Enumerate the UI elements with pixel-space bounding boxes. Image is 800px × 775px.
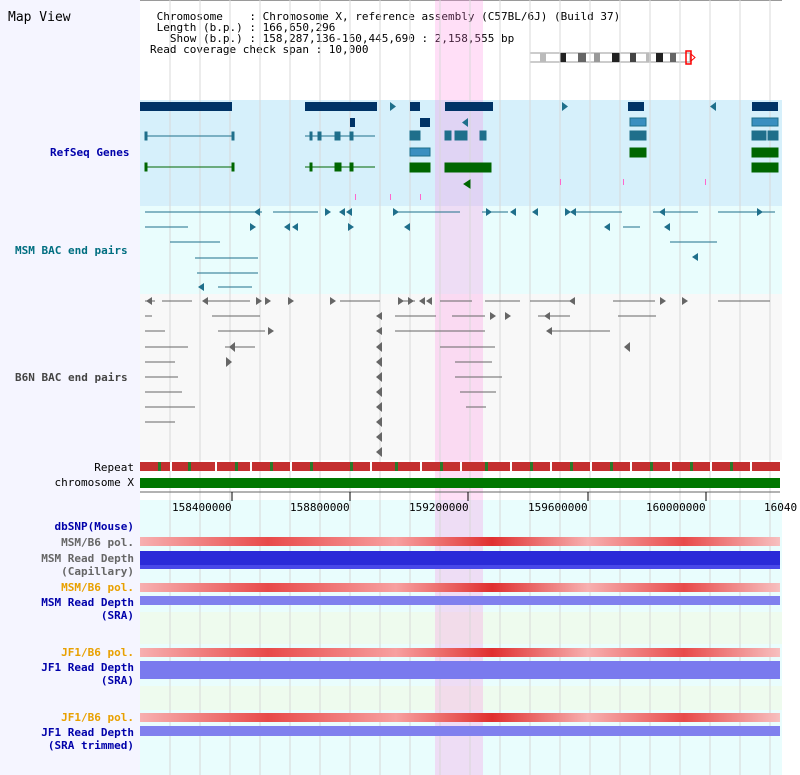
show-range-line: Show (b.p.) : 158,287,136-160,445,690 : … <box>150 32 515 45</box>
msm-b6-pol-label: MSM/B6 pol. <box>61 536 134 549</box>
jf1-b6-pol-label: JF1/B6 pol. <box>61 646 134 659</box>
repeat-label: Repeat <box>94 461 134 474</box>
jf1-read-depth-trimmed-label: JF1 Read Depth <box>41 726 134 739</box>
msm-b6-pol-label-2: MSM/B6 pol. <box>61 581 134 594</box>
refseq-genes-label[interactable]: RefSeq Genes <box>50 146 130 159</box>
tick-label: 158800000 <box>290 501 350 514</box>
dbsnp-label[interactable]: dbSNP(Mouse) <box>54 520 134 533</box>
sra-gap-band <box>140 612 782 644</box>
tick-label: 159600000 <box>528 501 588 514</box>
repeat-and-chromosome-track[interactable] <box>140 462 782 490</box>
msm-read-depth-capillary-label: MSM Read Depth <box>41 552 134 565</box>
jf1-sra-sublabel: (SRA) <box>100 674 134 687</box>
sra-gap-band-2 <box>140 686 782 710</box>
msm-bac-track[interactable] <box>140 206 782 294</box>
page-title: Map View <box>8 10 71 25</box>
read-coverage-line: Read coverage check span : 10,000 <box>150 43 369 56</box>
selected-region-highlight[interactable] <box>435 0 483 775</box>
msm-read-depth-sra-label: MSM Read Depth <box>41 596 134 609</box>
capillary-sublabel: (Capillary) <box>61 565 134 578</box>
tick-label: 159200000 <box>409 501 469 514</box>
msm-bac-band <box>140 206 782 294</box>
tick-label: 16040 <box>764 501 798 514</box>
refseq-genes-track[interactable] <box>140 100 782 206</box>
msm-bac-label[interactable]: MSM BAC end pairs <box>15 244 128 257</box>
sra-sublabel: (SRA) <box>100 609 134 622</box>
chromosome-line: Chromosome : Chromosome X, reference ass… <box>150 10 621 23</box>
chromosome-label: chromosome X <box>54 476 134 489</box>
right-margin <box>782 0 800 775</box>
polymorphism-depth-tracks[interactable] <box>140 536 782 766</box>
length-line: Length (b.p.) : 166,650,296 <box>150 21 336 34</box>
chromosome-info: Chromosome : Chromosome X, reference ass… <box>150 11 620 55</box>
chromosome-ideogram[interactable] <box>530 50 700 66</box>
track-label-panel <box>0 0 140 775</box>
jf1-read-depth-sra-label: JF1 Read Depth <box>41 661 134 674</box>
trimmed-sublabel: (SRA trimmed) <box>47 739 134 752</box>
jf1-b6-pol-label-2: JF1/B6 pol. <box>61 711 134 724</box>
refseq-band <box>140 100 782 206</box>
b6n-bac-label[interactable]: B6N BAC end pairs <box>15 371 128 384</box>
axis-ticks <box>140 491 780 501</box>
tick-label: 158400000 <box>172 501 232 514</box>
tick-label: 160000000 <box>646 501 706 514</box>
b6n-bac-track[interactable] <box>140 294 782 460</box>
